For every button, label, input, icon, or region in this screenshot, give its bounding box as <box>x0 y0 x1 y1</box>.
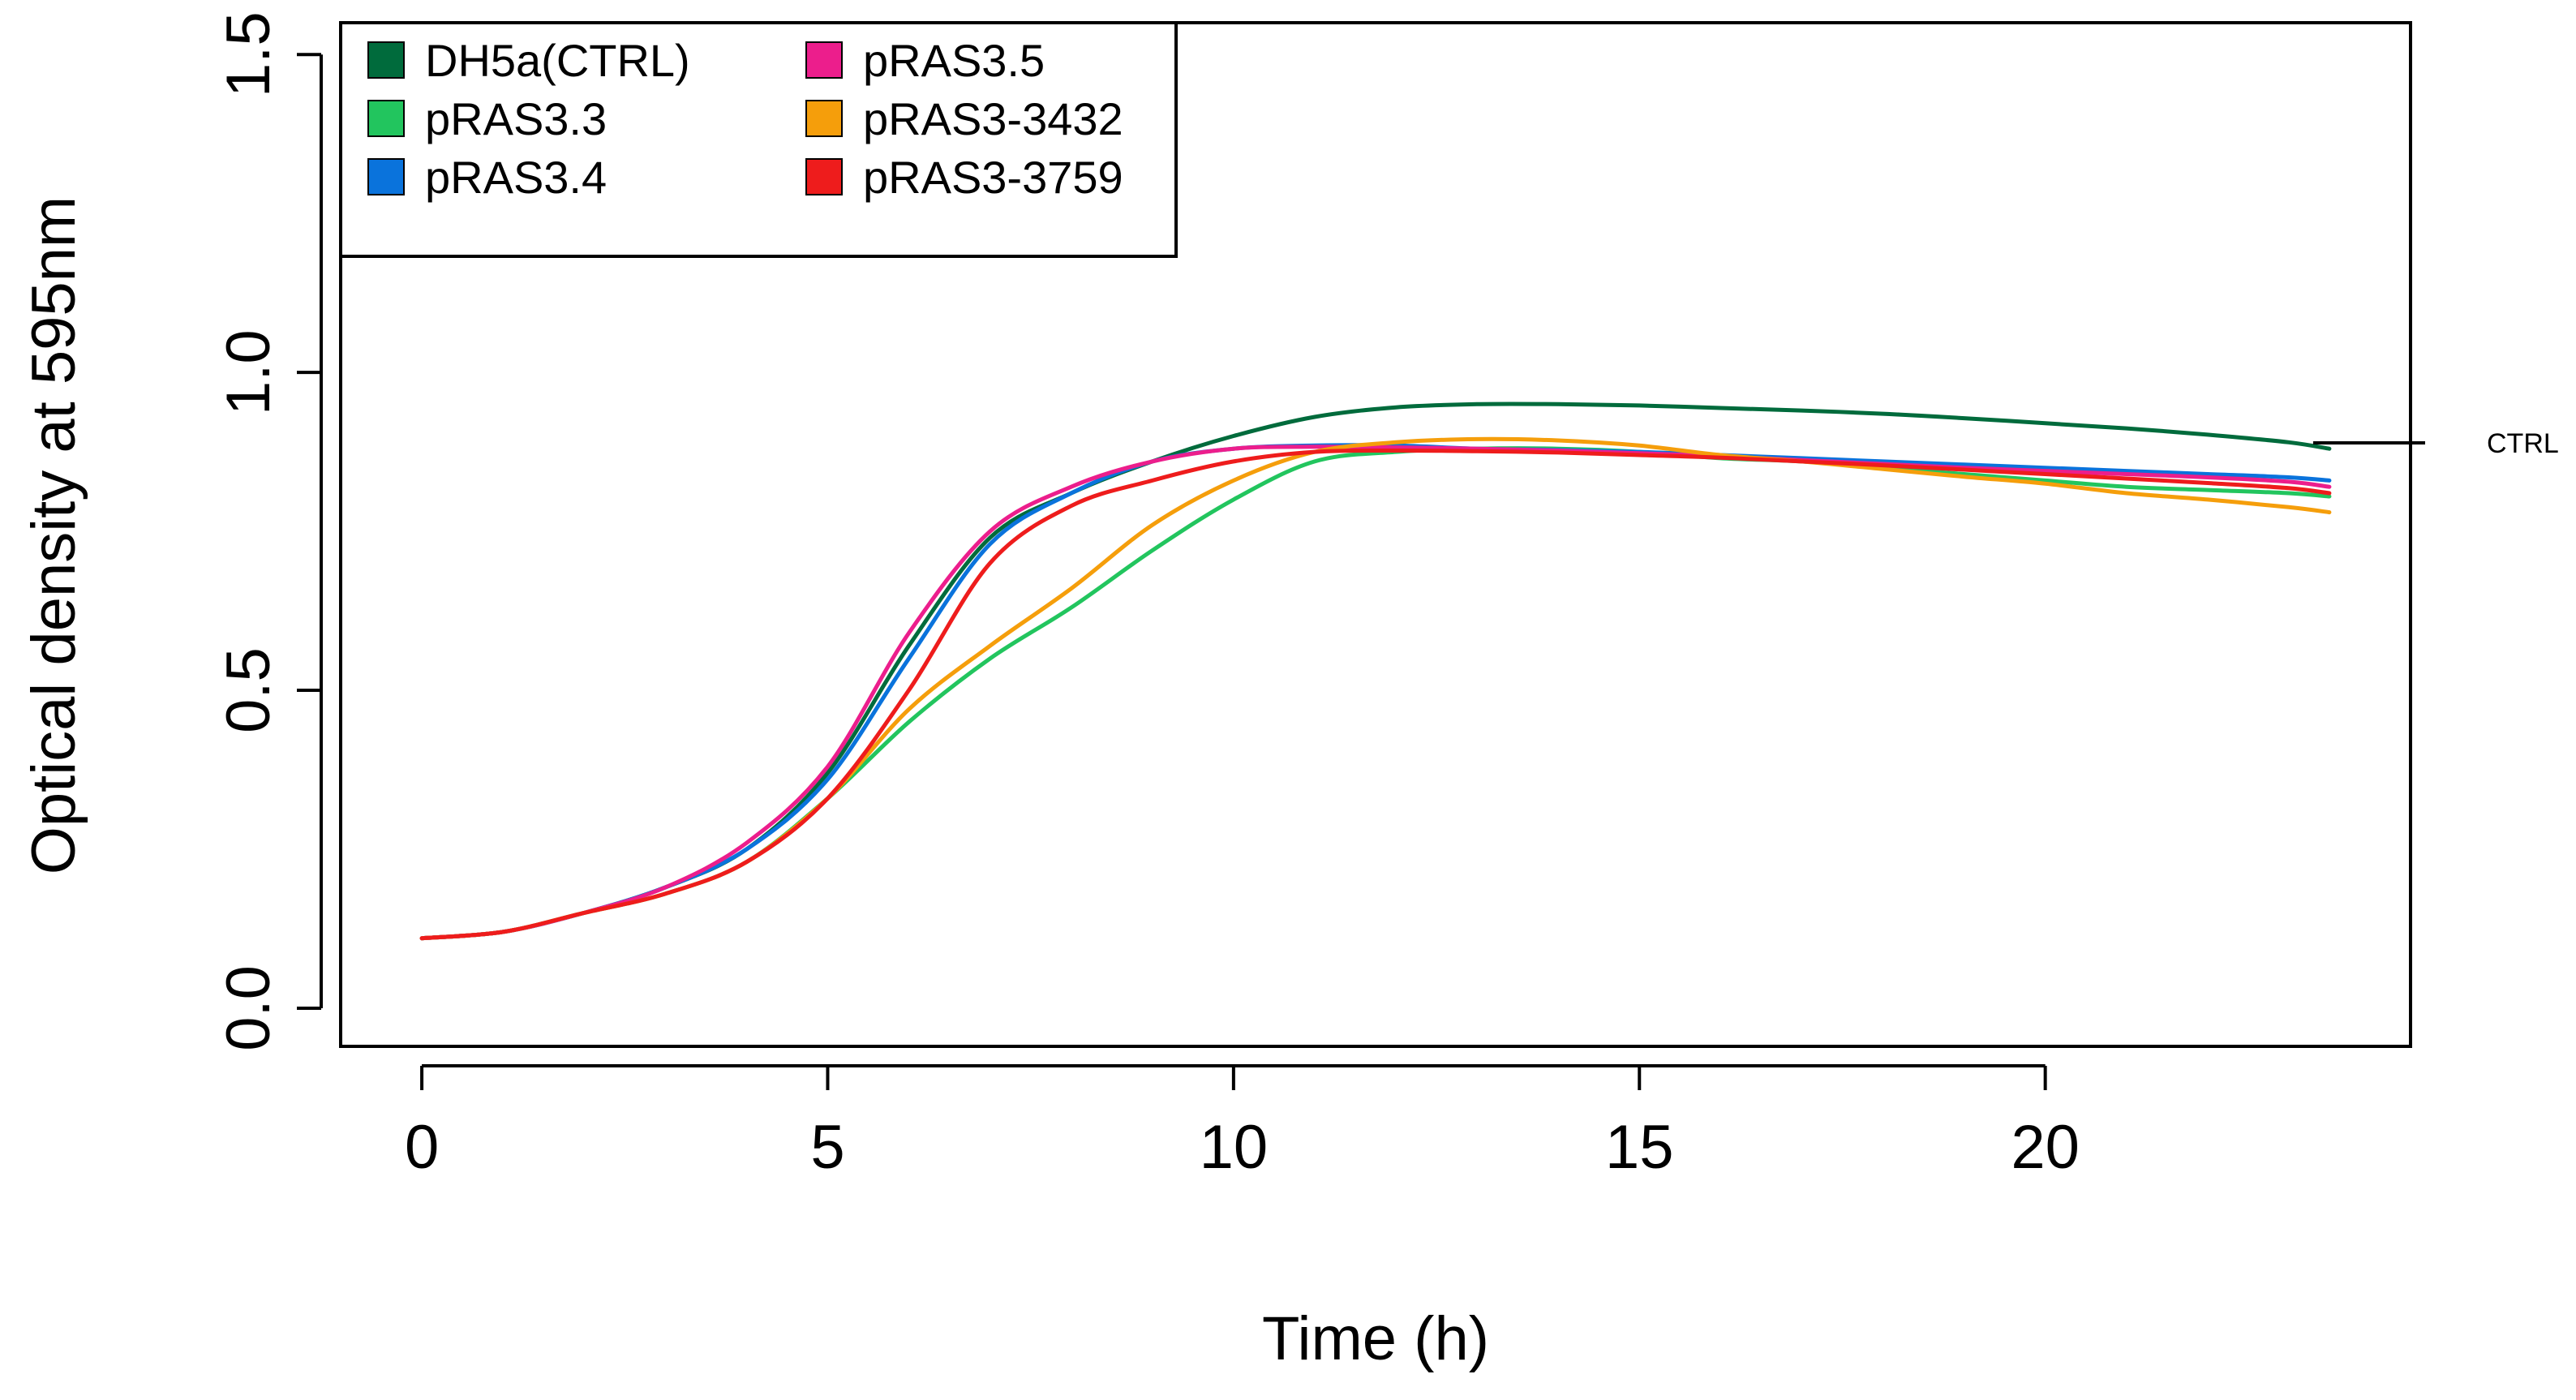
series-layer <box>419 402 2332 941</box>
legend-box <box>339 21 1178 258</box>
legend-label: pRAS3-3432 <box>863 93 1123 144</box>
x-tick-label: 0 <box>405 1113 439 1182</box>
y-tick-label: 0.0 <box>214 965 283 1051</box>
legend-label: pRAS3-3759 <box>863 152 1123 203</box>
legend: DH5a(CTRL) pRAS3.3 pRAS3.4 pRAS3.5 pRAS3-343… <box>339 21 1178 258</box>
legend-item-pras3-3759: pRAS3-3759 <box>805 152 1123 203</box>
x-tick-label: 10 <box>1200 1113 1269 1182</box>
y-tick-label: 1.5 <box>214 11 283 97</box>
legend-swatch <box>805 158 843 195</box>
series-line-pras3-3759 <box>419 448 2332 941</box>
legend-swatch <box>367 100 405 137</box>
legend-swatch <box>805 41 843 79</box>
ctrl-annotation: CTRL <box>2312 428 2559 459</box>
annotation-label: CTRL <box>2487 428 2559 459</box>
x-ticks: 0 5 10 15 20 <box>405 1066 2080 1182</box>
legend-item-pras3-5: pRAS3.5 <box>805 35 1045 86</box>
legend-item-pras3-3432: pRAS3-3432 <box>805 93 1123 144</box>
legend-label: pRAS3.5 <box>863 35 1045 86</box>
legend-swatch <box>367 158 405 195</box>
x-axis-title: Time (h) <box>1262 1304 1489 1373</box>
legend-label: pRAS3.3 <box>425 93 607 144</box>
y-axis-title: Optical density at 595nm <box>19 196 88 874</box>
y-ticks: 0.0 0.5 1.0 1.5 <box>214 11 321 1051</box>
legend-items: DH5a(CTRL) pRAS3.3 pRAS3.4 pRAS3.5 pRAS3-343… <box>367 35 1123 203</box>
y-tick-label: 1.0 <box>214 329 283 415</box>
x-tick-label: 5 <box>810 1113 844 1182</box>
x-tick-label: 15 <box>1605 1113 1674 1182</box>
legend-item-pras3-4: pRAS3.4 <box>367 152 607 203</box>
legend-swatch <box>367 41 405 79</box>
legend-label: DH5a(CTRL) <box>425 35 690 86</box>
axes: 0 5 10 15 20 0.0 0.5 1.0 1.5 <box>214 11 2080 1182</box>
y-tick-label: 0.5 <box>214 647 283 733</box>
legend-swatch <box>805 100 843 137</box>
legend-item-dh5a-ctrl: DH5a(CTRL) <box>367 35 690 86</box>
plot-frame <box>339 21 2412 1048</box>
legend-item-pras3-3: pRAS3.3 <box>367 93 607 144</box>
series-line-pras3-5 <box>419 444 2332 941</box>
legend-label: pRAS3.4 <box>425 152 607 203</box>
x-tick-label: 20 <box>2011 1113 2080 1182</box>
